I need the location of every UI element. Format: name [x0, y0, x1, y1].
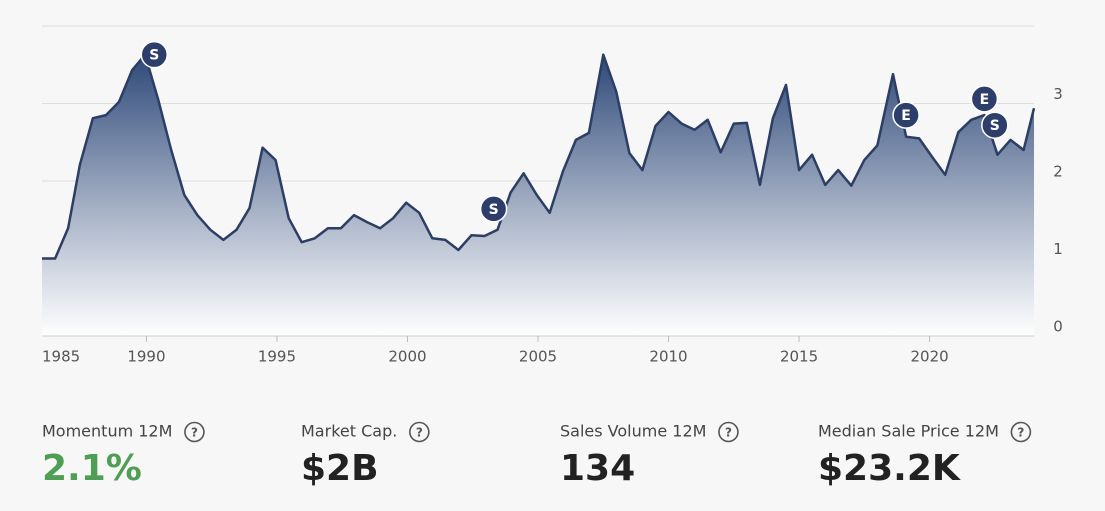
- x-tick-label: 1995: [258, 348, 296, 366]
- help-icon[interactable]: ?: [718, 421, 739, 443]
- event-marker: [970, 85, 999, 113]
- help-icon-glyph: ?: [725, 426, 732, 440]
- event-marker-label: S: [149, 48, 159, 64]
- stat-value: 134: [560, 448, 635, 489]
- x-tick-label: 2020: [910, 348, 948, 366]
- x-tick-label: 2010: [649, 348, 687, 366]
- stat-value: $23.2K: [818, 448, 961, 489]
- event-marker-label: S: [489, 202, 499, 218]
- y-tick-label: 2: [1053, 163, 1063, 181]
- help-icon-glyph: ?: [191, 426, 198, 440]
- x-tick-label: 2005: [519, 348, 557, 366]
- event-marker: [981, 111, 1009, 139]
- x-tick-label: 2000: [388, 348, 426, 366]
- area: [42, 54, 1034, 336]
- help-icon-circle: [1010, 421, 1032, 443]
- stat-label: Momentum 12M: [42, 422, 172, 441]
- help-icon-glyph: ?: [1017, 426, 1024, 440]
- event-marker: [892, 101, 920, 129]
- event-marker-label: S: [990, 118, 1000, 134]
- line: [42, 53, 1036, 260]
- help-icon-glyph: ?: [416, 426, 423, 440]
- help-icon-circle: [409, 421, 430, 443]
- event-marker-label: E: [901, 108, 911, 124]
- x-tick-label: 1990: [127, 348, 165, 366]
- stat-label: Sales Volume 12M: [560, 422, 706, 441]
- help-icon-circle: [184, 421, 205, 443]
- help-icon-circle: [718, 421, 739, 443]
- y-tick-label: 3: [1053, 85, 1063, 103]
- x-tick-label: 1985: [42, 348, 80, 366]
- event-marker: [140, 40, 169, 69]
- stat-label: Market Cap.: [301, 422, 397, 441]
- event-marker-label: E: [980, 92, 990, 108]
- stat-value: 2.1%: [42, 448, 142, 489]
- y-tick-label: 0: [1053, 318, 1063, 336]
- event-marker: [479, 195, 508, 223]
- stat-label: Median Sale Price 12M: [818, 422, 999, 441]
- help-icon[interactable]: ?: [409, 421, 430, 443]
- stat-value: $2B: [301, 448, 379, 489]
- help-icon[interactable]: ?: [1010, 421, 1032, 443]
- x-tick-label: 2015: [780, 348, 818, 366]
- help-icon[interactable]: ?: [184, 421, 205, 443]
- y-tick-label: 1: [1053, 240, 1063, 258]
